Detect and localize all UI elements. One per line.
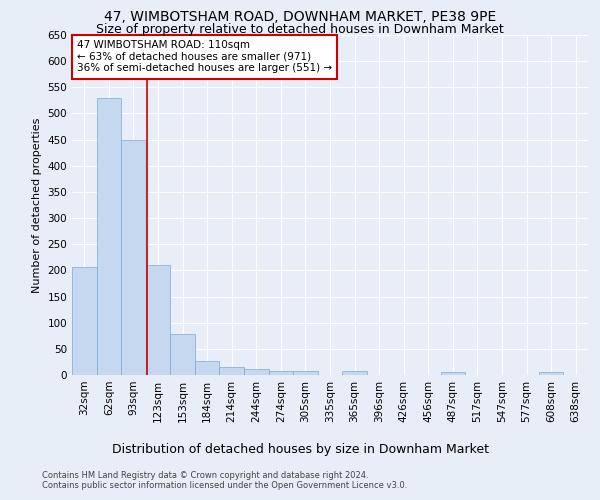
- Text: Size of property relative to detached houses in Downham Market: Size of property relative to detached ho…: [96, 22, 504, 36]
- Bar: [220, 367, 244, 375]
- Text: 47, WIMBOTSHAM ROAD, DOWNHAM MARKET, PE38 9PE: 47, WIMBOTSHAM ROAD, DOWNHAM MARKET, PE3…: [104, 10, 496, 24]
- Bar: [170, 334, 195, 375]
- Bar: [146, 265, 170, 375]
- Bar: [440, 372, 465, 375]
- Bar: [97, 98, 121, 375]
- Y-axis label: Number of detached properties: Number of detached properties: [32, 118, 42, 292]
- Bar: [72, 266, 97, 375]
- Text: Distribution of detached houses by size in Downham Market: Distribution of detached houses by size …: [112, 442, 488, 456]
- Bar: [342, 371, 367, 375]
- Bar: [195, 361, 220, 375]
- Bar: [269, 371, 293, 375]
- Text: Contains HM Land Registry data © Crown copyright and database right 2024.
Contai: Contains HM Land Registry data © Crown c…: [42, 470, 407, 490]
- Text: 47 WIMBOTSHAM ROAD: 110sqm
← 63% of detached houses are smaller (971)
36% of sem: 47 WIMBOTSHAM ROAD: 110sqm ← 63% of deta…: [77, 40, 332, 74]
- Bar: [121, 140, 146, 375]
- Bar: [539, 372, 563, 375]
- Bar: [244, 368, 269, 375]
- Bar: [293, 371, 318, 375]
